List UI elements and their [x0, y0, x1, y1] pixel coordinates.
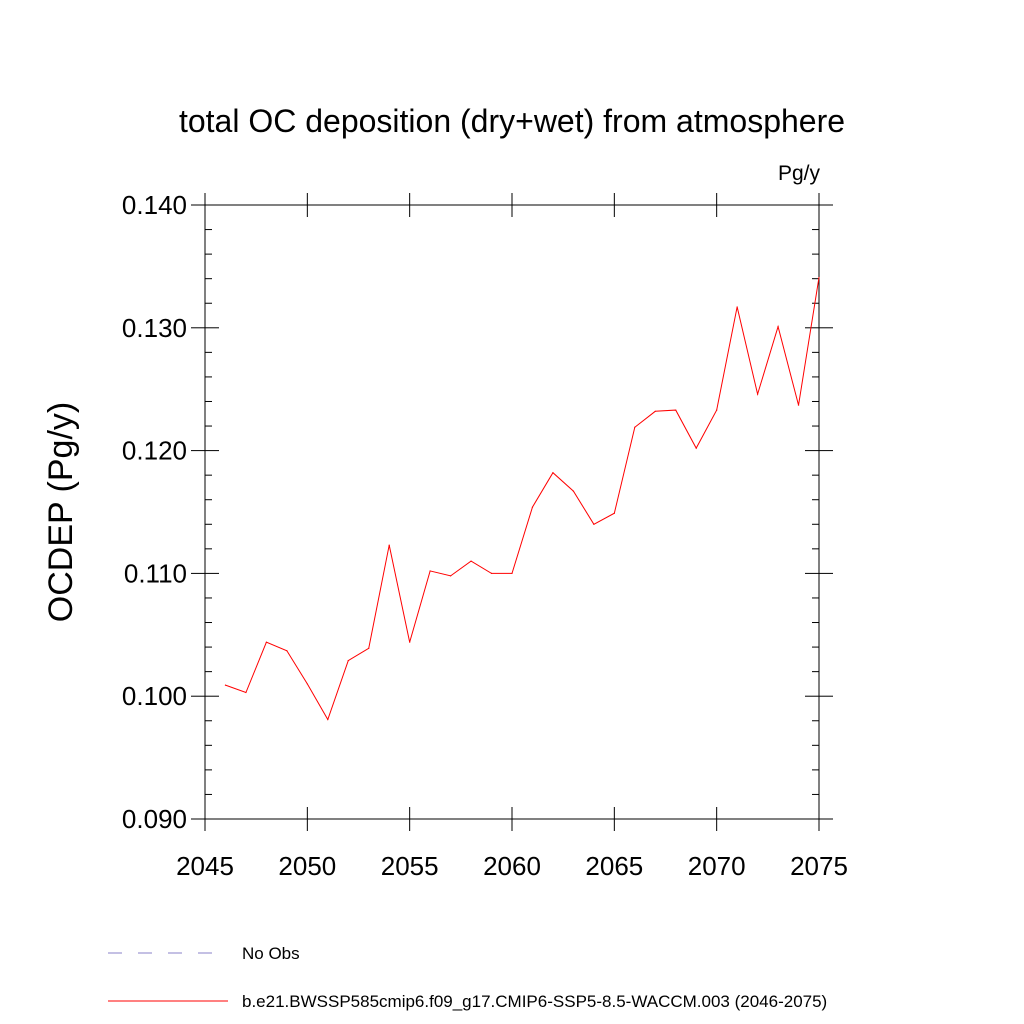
- data-point: [306, 683, 308, 685]
- data-point: [511, 572, 513, 575]
- data-point: [634, 426, 636, 428]
- data-point: [613, 512, 615, 514]
- data-point: [736, 306, 738, 308]
- y-tick-label: 0.100: [122, 681, 187, 711]
- data-point: [675, 409, 677, 411]
- plot-frame: [204, 204, 820, 820]
- legend-label-no-obs: No Obs: [242, 944, 300, 963]
- data-point: [368, 647, 370, 649]
- data-point: [593, 523, 595, 525]
- data-point: [429, 570, 431, 572]
- x-tick-label: 2050: [278, 851, 336, 881]
- y-tick-label: 0.120: [122, 436, 187, 466]
- data-point: [409, 641, 411, 643]
- x-tick-label: 2070: [688, 851, 746, 881]
- data-point: [797, 404, 800, 406]
- x-tick-label: 2075: [790, 851, 848, 881]
- data-point: [265, 641, 267, 643]
- units-label: Pg/y: [778, 162, 821, 185]
- data-point: [818, 276, 820, 279]
- data-point: [245, 691, 247, 694]
- data-point: [490, 572, 493, 575]
- data-point: [327, 718, 329, 721]
- data-point: [716, 409, 718, 411]
- data-point: [224, 684, 227, 686]
- x-tick-label: 2060: [483, 851, 541, 881]
- data-point: [695, 447, 697, 449]
- chart-title: total OC deposition (dry+wet) from atmos…: [179, 103, 845, 139]
- data-point: [552, 472, 554, 474]
- y-tick-label: 0.110: [124, 558, 187, 588]
- y-tick-label: 0.090: [122, 804, 187, 834]
- data-point: [654, 410, 656, 412]
- data-point: [347, 659, 349, 662]
- data-point: [757, 393, 759, 395]
- data-point: [450, 575, 452, 577]
- x-tick-label: 2045: [176, 851, 234, 881]
- data-point: [388, 544, 390, 546]
- x-tick-label: 2055: [381, 851, 439, 881]
- data-point: [286, 650, 288, 652]
- y-axis-label: OCDEP (Pg/y): [42, 402, 80, 622]
- legend: No Obs b.e21.BWSSP585cmip6.f09_g17.CMIP6…: [108, 944, 827, 1011]
- x-axis: 2045 2050 2055 2060 2065 2070 2075: [176, 193, 848, 881]
- y-axis: 0.090 0.100 0.110 0.120 0.130 0.140: [122, 190, 833, 834]
- data-point: [531, 506, 534, 508]
- x-tick-label: 2065: [585, 851, 643, 881]
- data-point: [572, 490, 575, 492]
- series-layer: [224, 276, 820, 721]
- legend-label-waccm: b.e21.BWSSP585cmip6.f09_g17.CMIP6-SSP5-8…: [242, 992, 827, 1011]
- data-point: [777, 325, 779, 328]
- y-tick-label: 0.140: [122, 190, 187, 220]
- data-point: [470, 560, 472, 562]
- series-line: [225, 277, 820, 721]
- y-tick-label: 0.130: [122, 313, 187, 343]
